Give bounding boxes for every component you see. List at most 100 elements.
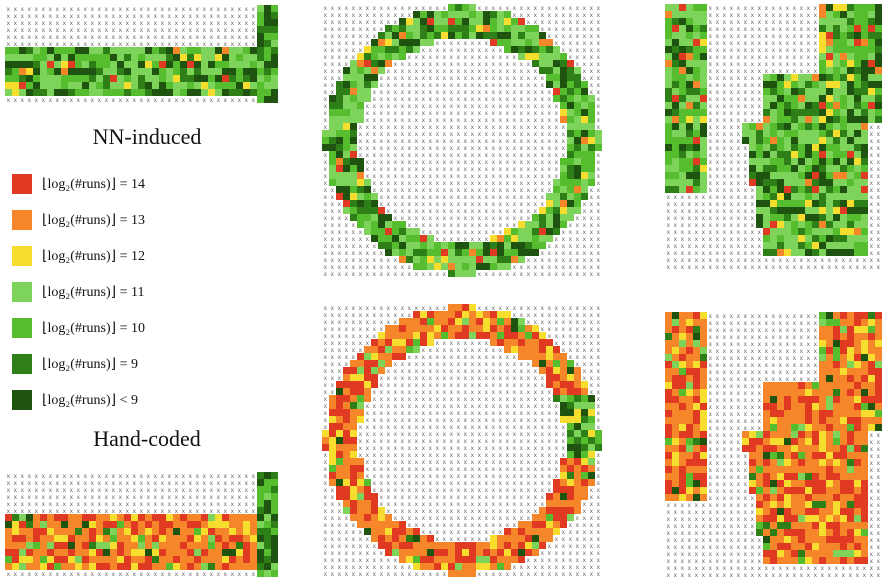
blocked-cell-marker: x <box>42 41 46 48</box>
track-cell <box>679 102 686 109</box>
track-cell <box>392 353 399 360</box>
blocked-cell-marker: x <box>331 326 335 333</box>
track-cell <box>110 75 117 82</box>
blocked-cell-marker: x <box>681 236 685 243</box>
blocked-cell-marker: x <box>140 34 144 41</box>
blocked-cell-marker: x <box>450 459 454 466</box>
track-cell <box>560 409 567 416</box>
track-cell <box>581 479 588 486</box>
blocked-cell-marker: x <box>196 6 200 13</box>
track-cell <box>665 4 672 11</box>
track-cell <box>96 82 103 89</box>
track-cell <box>357 402 364 409</box>
blocked-cell-marker: x <box>422 438 426 445</box>
blocked-cell-marker: x <box>695 236 699 243</box>
blocked-cell-marker: x <box>576 319 580 326</box>
blocked-cell-marker: x <box>98 571 102 578</box>
blocked-cell-marker: x <box>590 201 594 208</box>
track-cell <box>364 221 371 228</box>
track-cell <box>840 116 847 123</box>
blocked-cell-marker: x <box>324 61 328 68</box>
blocked-cell-marker: x <box>807 54 811 61</box>
blocked-cell-marker: x <box>499 382 503 389</box>
track-cell <box>392 39 399 46</box>
track-cell <box>61 54 68 61</box>
track-cell <box>763 186 770 193</box>
track-cell <box>350 437 357 444</box>
track-cell <box>399 353 406 360</box>
blocked-cell-marker: x <box>520 124 524 131</box>
track-cell <box>546 374 553 381</box>
track-cell <box>665 158 672 165</box>
track-cell <box>665 88 672 95</box>
blocked-cell-marker: x <box>576 47 580 54</box>
track-cell <box>511 235 518 242</box>
blocked-cell-marker: x <box>415 54 419 61</box>
track-cell <box>819 242 826 249</box>
blocked-cell-marker: x <box>331 5 335 12</box>
track-cell <box>350 74 357 81</box>
track-cell <box>868 81 875 88</box>
track-cell <box>26 82 33 89</box>
track-cell <box>861 32 868 39</box>
blocked-cell-marker: x <box>513 480 517 487</box>
blocked-cell-marker: x <box>450 82 454 89</box>
blocked-cell-marker: x <box>709 257 713 264</box>
blocked-cell-marker: x <box>597 187 601 194</box>
blocked-cell-marker: x <box>527 173 531 180</box>
track-cell <box>96 521 103 528</box>
blocked-cell-marker: x <box>513 375 517 382</box>
blocked-cell-marker: x <box>28 501 32 508</box>
blocked-cell-marker: x <box>429 417 433 424</box>
blocked-cell-marker: x <box>478 40 482 47</box>
track-cell <box>12 54 19 61</box>
track-cell <box>700 11 707 18</box>
track-cell <box>420 325 427 332</box>
track-cell <box>861 235 868 242</box>
blocked-cell-marker: x <box>751 201 755 208</box>
track-cell <box>805 151 812 158</box>
track-cell <box>763 109 770 116</box>
blocked-cell-marker: x <box>189 473 193 480</box>
blocked-cell-marker: x <box>373 466 377 473</box>
track-cell <box>173 47 180 54</box>
track-cell <box>243 54 250 61</box>
blocked-cell-marker: x <box>709 5 713 12</box>
blocked-cell-marker: x <box>387 445 391 452</box>
blocked-cell-marker: x <box>394 264 398 271</box>
track-cell <box>798 242 805 249</box>
track-cell <box>826 11 833 18</box>
track-cell <box>826 67 833 74</box>
blocked-cell-marker: x <box>359 424 363 431</box>
blocked-cell-marker: x <box>527 131 531 138</box>
track-cell <box>784 130 791 137</box>
track-cell <box>257 521 264 528</box>
blocked-cell-marker: x <box>576 333 580 340</box>
track-cell <box>679 165 686 172</box>
blocked-cell-marker: x <box>506 173 510 180</box>
blocked-cell-marker: x <box>527 452 531 459</box>
blocked-cell-marker: x <box>217 494 221 501</box>
blocked-cell-marker: x <box>91 494 95 501</box>
track-cell <box>784 158 791 165</box>
blocked-cell-marker: x <box>331 319 335 326</box>
track-cell <box>343 402 350 409</box>
blocked-cell-marker: x <box>751 103 755 110</box>
track-cell <box>180 514 187 521</box>
blocked-cell-marker: x <box>471 75 475 82</box>
track-cell <box>581 444 588 451</box>
blocked-cell-marker: x <box>429 159 433 166</box>
blocked-cell-marker: x <box>499 229 503 236</box>
blocked-cell-marker: x <box>856 257 860 264</box>
blocked-cell-marker: x <box>450 445 454 452</box>
blocked-cell-marker: x <box>499 480 503 487</box>
blocked-cell-marker: x <box>527 403 531 410</box>
track-cell <box>518 242 525 249</box>
track-cell <box>784 172 791 179</box>
track-cell <box>40 54 47 61</box>
track-cell <box>798 95 805 102</box>
track-cell <box>574 388 581 395</box>
track-cell <box>350 479 357 486</box>
blocked-cell-marker: x <box>597 173 601 180</box>
blocked-cell-marker: x <box>231 501 235 508</box>
